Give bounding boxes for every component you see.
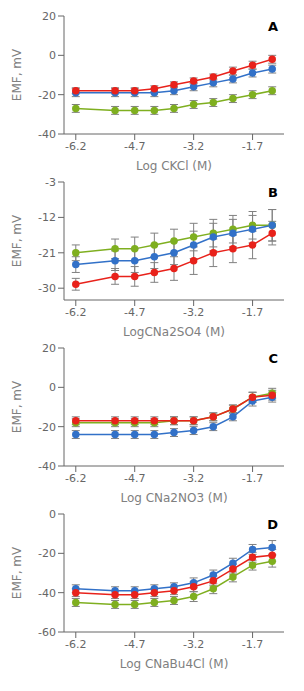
svg-text:0: 0 (49, 49, 56, 62)
svg-text:Log CNa2NO3 (M): Log CNa2NO3 (M) (120, 491, 227, 505)
svg-text:-1.7: -1.7 (242, 306, 263, 319)
svg-text:-30: -30 (38, 282, 56, 295)
html-text:D: D (267, 517, 278, 532)
html-text:A: A (267, 19, 278, 34)
svg-text:-4.7: -4.7 (124, 638, 145, 651)
svg-text:-6.2: -6.2 (65, 306, 86, 319)
svg-text:-4.7: -4.7 (124, 140, 145, 153)
svg-text:-20: -20 (38, 89, 56, 102)
svg-text:-3.2: -3.2 (183, 472, 204, 485)
svg-text:-1.7: -1.7 (242, 472, 263, 485)
svg-text:20: 20 (42, 10, 56, 23)
svg-text:-6.2: -6.2 (65, 140, 86, 153)
svg-text:Log CNaBu4Cl (M): Log CNaBu4Cl (M) (120, 657, 229, 671)
svg-text:-1.7: -1.7 (242, 140, 263, 153)
svg-text:-4.7: -4.7 (124, 472, 145, 485)
svg-text:-40: -40 (38, 128, 56, 141)
svg-text:0: 0 (49, 508, 56, 521)
svg-text:-3.2: -3.2 (183, 306, 204, 319)
svg-text:EMF, mV: EMF, mV (10, 214, 24, 267)
svg-text:-6.2: -6.2 (65, 472, 86, 485)
svg-text:20: 20 (42, 342, 56, 355)
svg-text:0: 0 (49, 381, 56, 394)
svg-text:-1.7: -1.7 (242, 638, 263, 651)
svg-text:-12: -12 (38, 211, 56, 224)
svg-text:-6.2: -6.2 (65, 638, 86, 651)
svg-text:-20: -20 (38, 421, 56, 434)
svg-text:EMF, mV: EMF, mV (10, 48, 24, 101)
svg-text:-40: -40 (38, 460, 56, 473)
svg-text:LogCNa2SO4 (M): LogCNa2SO4 (M) (123, 325, 225, 339)
svg-text:-60: -60 (38, 626, 56, 639)
svg-text:-3.2: -3.2 (183, 140, 204, 153)
svg-text:-3.2: -3.2 (183, 638, 204, 651)
svg-text:-3: -3 (45, 176, 56, 189)
svg-text:-40: -40 (38, 587, 56, 600)
html-text:B: B (268, 185, 278, 200)
svg-text:Log CKCl (M): Log CKCl (M) (136, 159, 212, 173)
svg-text:-21: -21 (38, 247, 56, 260)
svg-text:-4.7: -4.7 (124, 306, 145, 319)
html-text:C: C (268, 351, 278, 366)
svg-text:-20: -20 (38, 547, 56, 560)
svg-text:EMF, mV: EMF, mV (10, 546, 24, 599)
svg-text:EMF, mV: EMF, mV (10, 380, 24, 433)
